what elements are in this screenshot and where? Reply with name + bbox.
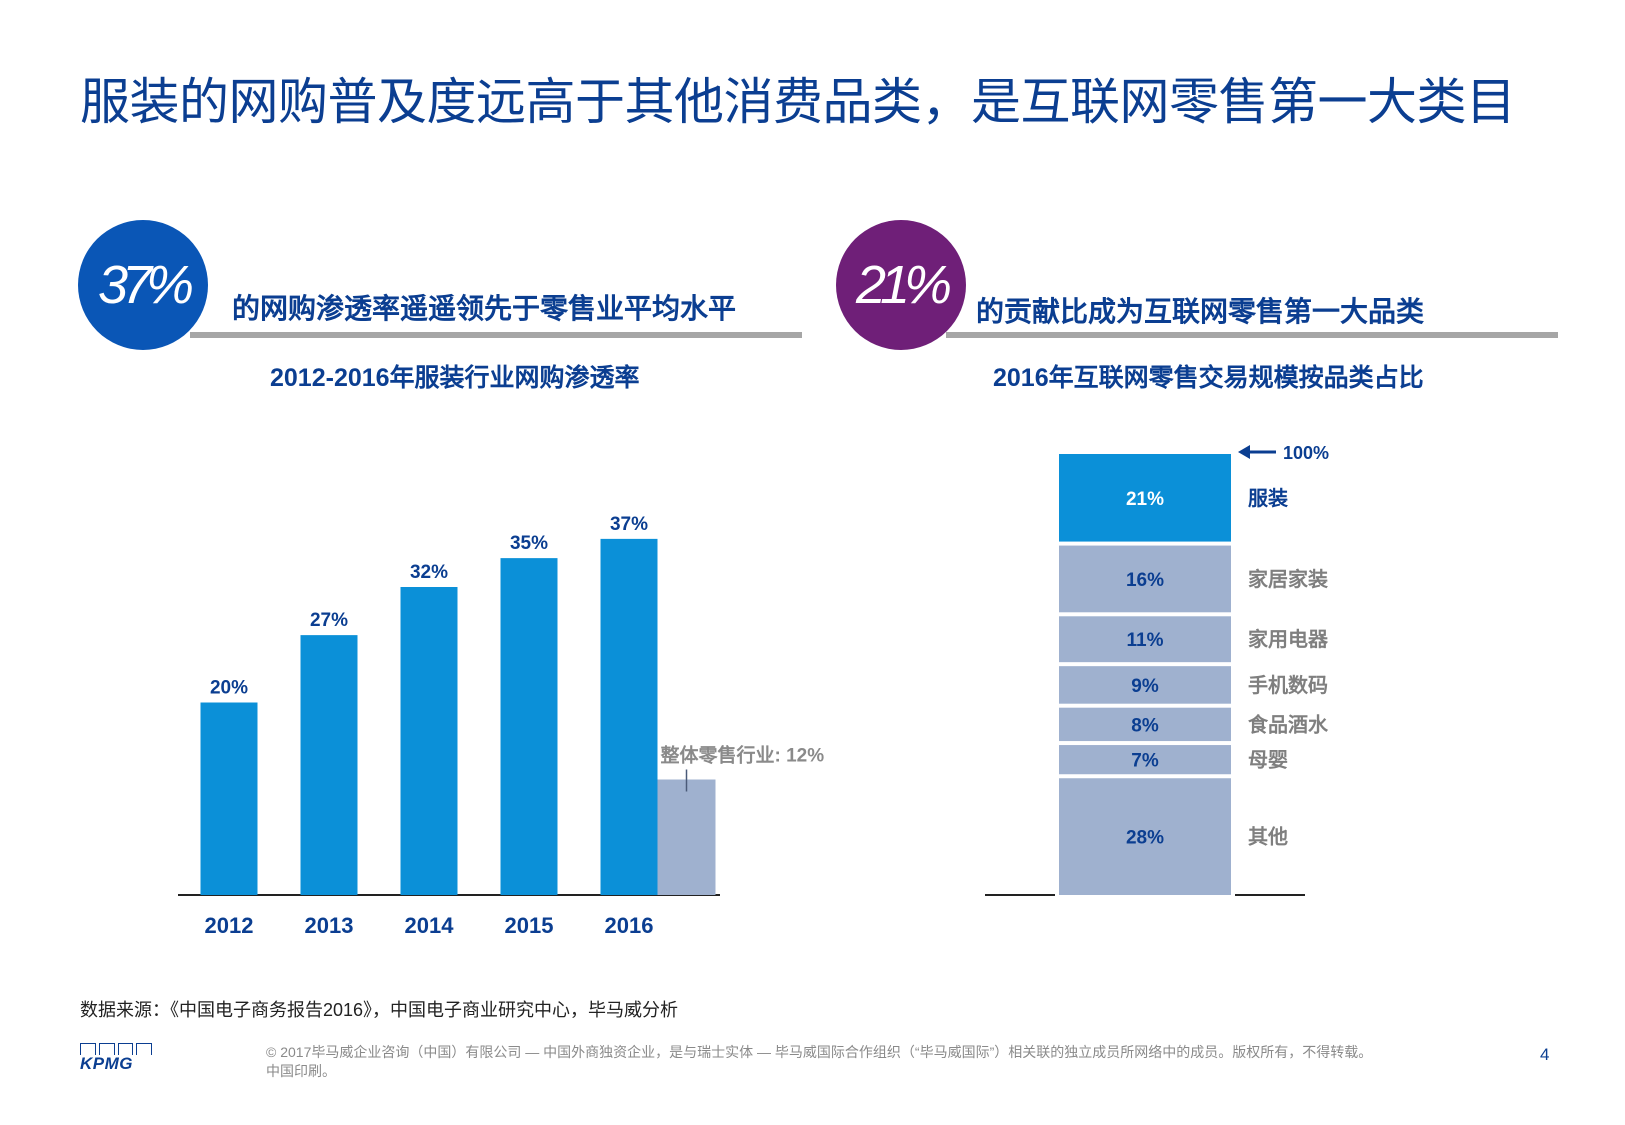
- segment-category-label: 服装: [1248, 486, 1288, 510]
- left-circle-value: 37%: [97, 255, 194, 315]
- logo-text: KPMG: [80, 1054, 133, 1073]
- bar-value-label: 20%: [210, 678, 248, 699]
- segment-category-label: 母婴: [1248, 749, 1288, 772]
- segment-value-label: 16%: [1126, 570, 1164, 591]
- x-tick-label: 2012: [205, 913, 254, 938]
- segment-category-label: 家用电器: [1248, 627, 1329, 651]
- bar-value-label: 37%: [610, 514, 648, 535]
- left-highlight-circle: 37%: [78, 220, 208, 350]
- reference-bar-overall-retail: [657, 779, 716, 895]
- reference-label: 整体零售行业: 12%: [661, 744, 825, 767]
- page-title: 服装的网购普及度远高于其他消费品类，是互联网零售第一大类目: [80, 74, 1516, 130]
- bar-value-label: 35%: [510, 533, 548, 554]
- stack-segment-其他: [1059, 778, 1231, 895]
- right-chart-title: 2016年互联网零售交易规模按品类占比: [993, 364, 1424, 392]
- bar-value-label: 32%: [410, 562, 448, 583]
- left-headline: 的网购渗透率遥遥领先于零售业平均水平: [232, 293, 737, 324]
- segment-value-label: 21%: [1126, 489, 1164, 510]
- page-number: 4: [1540, 1045, 1550, 1064]
- bar-2012: [200, 702, 258, 895]
- segment-value-label: 28%: [1126, 828, 1164, 849]
- segment-value-label: 8%: [1131, 715, 1159, 736]
- segment-category-label: 手机数码: [1248, 673, 1328, 697]
- segment-value-label: 11%: [1127, 630, 1164, 651]
- x-tick-label: 2016: [605, 913, 654, 938]
- segment-value-label: 9%: [1131, 676, 1159, 697]
- x-tick-label: 2015: [505, 913, 554, 938]
- left-chart-title: 2012-2016年服装行业网购渗透率: [270, 364, 640, 392]
- kpmg-logo: KPMG: [80, 1043, 152, 1074]
- right-divider: [946, 332, 1558, 338]
- x-tick-label: 2013: [305, 913, 354, 938]
- right-circle-value: 21%: [855, 255, 952, 315]
- right-highlight-circle: 21%: [836, 220, 966, 350]
- data-source: 数据来源：《中国电子商务报告2016》，中国电子商业研究中心，毕马威分析: [80, 1000, 679, 1020]
- bar-2013: [300, 635, 358, 895]
- right-headline: 的贡献比成为互联网零售第一大品类: [976, 296, 1425, 327]
- bar-value-label: 27%: [310, 610, 348, 631]
- segment-category-label: 其他: [1248, 825, 1288, 849]
- stack-segment-手机数码: [1059, 666, 1231, 704]
- total-arrow-head: [1238, 445, 1250, 459]
- segment-category-label: 食品酒水: [1248, 712, 1329, 736]
- stack-segment-家居家装: [1059, 545, 1231, 613]
- bar-2015: [500, 558, 558, 895]
- bar-2016: [600, 538, 658, 895]
- segment-category-label: 家居家装: [1248, 567, 1328, 591]
- x-tick-label: 2014: [405, 913, 455, 938]
- segment-value-label: 7%: [1131, 751, 1159, 772]
- stack-segment-食品酒水: [1059, 707, 1231, 742]
- copyright-notice: © 2017毕马威企业咨询（中国）有限公司 — 中国外商独资企业，是与瑞士实体 …: [266, 1044, 1373, 1079]
- stack-segment-服装: [1059, 454, 1231, 542]
- bar-2014: [400, 587, 458, 895]
- stack-segment-母婴: [1059, 745, 1231, 775]
- total-label: 100%: [1283, 443, 1329, 463]
- left-divider: [190, 332, 802, 338]
- stack-segment-家用电器: [1059, 616, 1231, 663]
